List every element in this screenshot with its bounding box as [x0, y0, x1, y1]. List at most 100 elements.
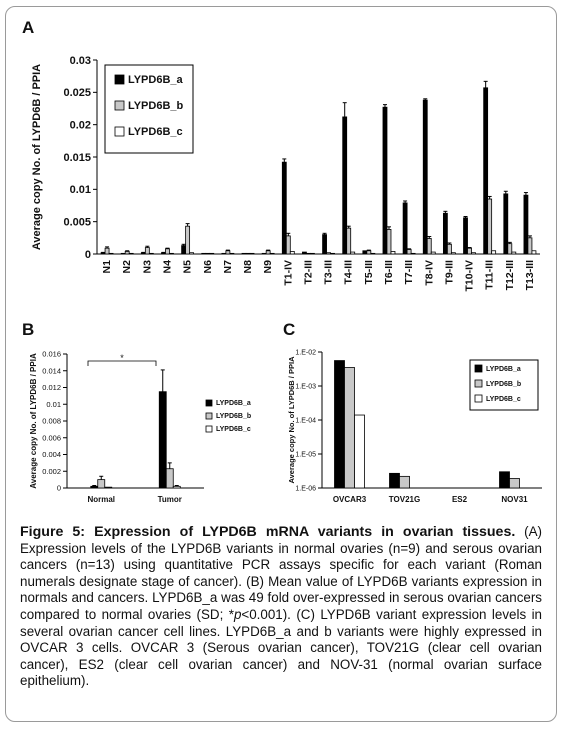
chart-a-ylabel: Average copy No. of LYPD6B / PPIA [31, 64, 43, 250]
chart-a-category-label: N7 [222, 260, 234, 274]
chart-b-ytick-label: 0.01 [46, 400, 61, 409]
chart-c-legend-label: LYPD6B_a [486, 366, 521, 373]
chart-a-category-label: N1 [101, 260, 113, 274]
chart-c-category-label: ES2 [452, 495, 468, 504]
chart-a-legend-label: LYPD6B_b [128, 100, 184, 112]
chart-c-ytick-label: 1.E-06 [295, 485, 316, 492]
chart-a-bar-lypd6b-c [350, 251, 356, 255]
panel-c-letter: C [283, 320, 296, 339]
chart-a-category-label: T3-III [323, 260, 335, 285]
chart-a-ytick-label: 0.01 [70, 184, 91, 196]
chart-b-legend-swatch [205, 412, 213, 420]
chart-a-bar-lypd6b-c [330, 252, 335, 255]
chart-a-category-label: T11-III [484, 260, 496, 290]
chart-c-bar-lypd6b-b [509, 478, 520, 489]
chart-c-bar-lypd6b-a [499, 471, 510, 489]
chart-c-bar-lypd6b-a [334, 360, 345, 489]
caption-body-2: <0.001). (C) LYPD6B variant expression l… [20, 606, 543, 689]
chart-a-bar-lypd6b-c [128, 252, 134, 255]
chart-c-legend-swatch [474, 379, 483, 388]
chart-a-bar-lypd6b-c [108, 252, 114, 255]
chart-b-category-label: Normal [87, 495, 115, 504]
chart-a-ytick-label: 0.03 [70, 55, 91, 67]
chart-a-ytick-label: 0.025 [63, 87, 91, 99]
chart-a-category-label: N8 [242, 260, 254, 274]
chart-a-legend-swatch [114, 126, 125, 137]
chart-a-category-label: N6 [202, 260, 214, 274]
chart-c-category-label: NOV31 [501, 495, 528, 504]
chart-c-ytick-label: 1.E-04 [295, 417, 316, 424]
chart-a-bar-lypd6b-c [269, 252, 275, 255]
chart-b-significance-marker: * [120, 353, 124, 363]
panel-a-letter: A [22, 18, 35, 37]
chart-a-bar-lypd6b-c [450, 252, 456, 255]
chart-b-ytick-label: 0.004 [42, 450, 61, 459]
chart-c-bar-lypd6b-b [399, 475, 410, 489]
chart-c-bar-lypd6b-b [344, 367, 355, 489]
caption-p-symbol: p [233, 606, 242, 622]
chart-b-legend-label: LYPD6B_b [216, 413, 251, 420]
chart-a-bar-lypd6b-c [189, 252, 195, 255]
chart-b-ytick-label: 0.012 [42, 383, 61, 392]
chart-a-category-label: T8-IV [423, 260, 435, 286]
chart-c-legend-label: LYPD6B_b [486, 381, 521, 388]
chart-a-category-label: N3 [141, 260, 153, 274]
chart-a-category-label: T4-III [343, 260, 355, 285]
chart-a-bar-lypd6b-c [370, 252, 376, 255]
chart-a-category-label: N2 [121, 260, 133, 274]
chart-b-legend-swatch [205, 425, 213, 433]
chart-a-bar-lypd6b-c [390, 251, 396, 255]
chart-a-bar-lypd6b-c [209, 252, 215, 255]
chart-a-bar-lypd6b-c [410, 252, 416, 255]
chart-b-category-label: Tumor [158, 495, 182, 504]
chart-c-ylabel: Average copy No. of LYPD6B / PPIA [287, 356, 296, 484]
chart-a-category-label: T2-III [302, 260, 314, 285]
chart-a-bar-lypd6b-c [491, 250, 497, 255]
chart-c-category-label: TOV21G [389, 495, 420, 504]
chart-a-bar-lypd6b-c [531, 250, 537, 255]
chart-a-category-label: N5 [182, 260, 194, 274]
caption-title: Figure 5: Expression of LYPD6B mRNA vari… [20, 524, 516, 540]
chart-b-significance-bracket [87, 360, 157, 366]
caption-body-1: (A) Expression levels of the LYPD6B vari… [20, 524, 542, 622]
chart-a-category-label: T7-III [403, 260, 415, 285]
chart-b-legend-swatch [205, 399, 213, 407]
chart-a-bar-lypd6b-c [471, 252, 476, 255]
chart-b-ytick-label: 0.006 [42, 433, 61, 442]
chart-b-ytick-label: 0 [57, 484, 61, 493]
chart-a-bar-lypd6b-c [511, 251, 517, 255]
chart-b-ylabel: Average copy No. of LYPD6B / PPIA [29, 353, 38, 489]
chart-b-ytick-label: 0.008 [42, 417, 61, 426]
chart-b-ytick-label: 0.014 [42, 366, 61, 375]
chart-b-ytick-label: 0.002 [42, 467, 61, 476]
chart-c-ytick-label: 1.E-03 [295, 383, 316, 390]
chart-b-bar-lypd6b-c [104, 486, 113, 489]
chart-a-bar-lypd6b-c [249, 252, 255, 255]
chart-c-category-label: OVCAR3 [333, 495, 367, 504]
chart-c-ytick-label: 1.E-02 [295, 349, 316, 356]
chart-a-legend-label: LYPD6B_c [128, 126, 183, 138]
chart-a-legend-swatch [114, 100, 125, 111]
chart-c-legend-swatch [474, 394, 483, 403]
chart-c-legend-swatch [474, 364, 483, 373]
chart-a-bar-lypd6b-c [430, 251, 436, 255]
chart-a-bar-lypd6b-c [169, 252, 174, 255]
chart-c-ytick-label: 1.E-05 [295, 451, 316, 458]
chart-a-ytick-label: 0.015 [63, 152, 91, 164]
chart-a-legend-swatch [114, 74, 125, 85]
chart-a-bar-lypd6b-c [229, 252, 235, 255]
chart-a-ytick-label: 0.02 [70, 120, 91, 132]
chart-c-bar-lypd6b-c [354, 414, 365, 489]
figure-caption: Figure 5: Expression of LYPD6B mRNA vari… [20, 524, 542, 690]
chart-a-bar-lypd6b-c [310, 252, 315, 255]
chart-a-category-label: T13-III [524, 260, 536, 290]
chart-b-legend-label: LYPD6B_c [216, 426, 251, 433]
panel-b-letter: B [22, 320, 35, 339]
chart-a-category-label: N4 [161, 260, 173, 274]
figure-frame [5, 6, 557, 722]
chart-a-category-label: T6-III [383, 260, 395, 285]
chart-a-category-label: T12-III [504, 260, 516, 290]
chart-a-category-label: T10-IV [464, 260, 476, 292]
chart-c-legend-label: LYPD6B_c [486, 396, 521, 403]
chart-a: 0 0.005 0.01 0.015 0.02 0.025 0.03 Average copy… [31, 55, 540, 292]
